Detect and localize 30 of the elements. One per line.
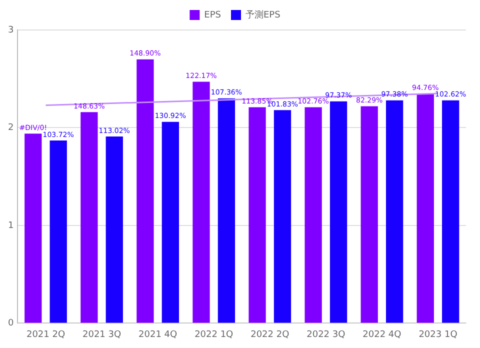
bar bbox=[136, 59, 154, 323]
bar bbox=[386, 100, 404, 323]
bar bbox=[192, 82, 210, 323]
x-tick-label: 2021 4Q bbox=[138, 330, 178, 340]
bar bbox=[106, 136, 123, 323]
y-tick-label: 0 bbox=[8, 318, 14, 329]
y-tick-label: 3 bbox=[8, 25, 14, 36]
x-tick-label: 2021 2Q bbox=[26, 330, 66, 340]
x-tick-label: 2022 2Q bbox=[250, 330, 290, 340]
legend-label: EPS bbox=[204, 10, 222, 20]
bar bbox=[416, 94, 434, 323]
bar bbox=[274, 110, 292, 323]
bar bbox=[442, 100, 460, 323]
y-tick-label: 2 bbox=[8, 123, 14, 134]
bar bbox=[50, 140, 67, 323]
x-tick-label: 2023 1Q bbox=[418, 330, 458, 340]
bar bbox=[162, 122, 179, 323]
bar bbox=[304, 107, 322, 323]
bar bbox=[360, 106, 378, 323]
bar bbox=[24, 134, 42, 323]
x-tick-label: 2022 4Q bbox=[362, 330, 402, 340]
bar bbox=[218, 98, 236, 323]
bar bbox=[80, 112, 98, 323]
bar bbox=[248, 107, 266, 323]
x-tick-label: 2022 3Q bbox=[306, 330, 346, 340]
bar bbox=[330, 101, 348, 323]
y-tick-label: 1 bbox=[8, 220, 14, 231]
x-tick-label: 2021 3Q bbox=[82, 330, 122, 340]
x-tick-label: 2022 1Q bbox=[194, 330, 234, 340]
legend-label: 予測EPS bbox=[246, 9, 281, 20]
